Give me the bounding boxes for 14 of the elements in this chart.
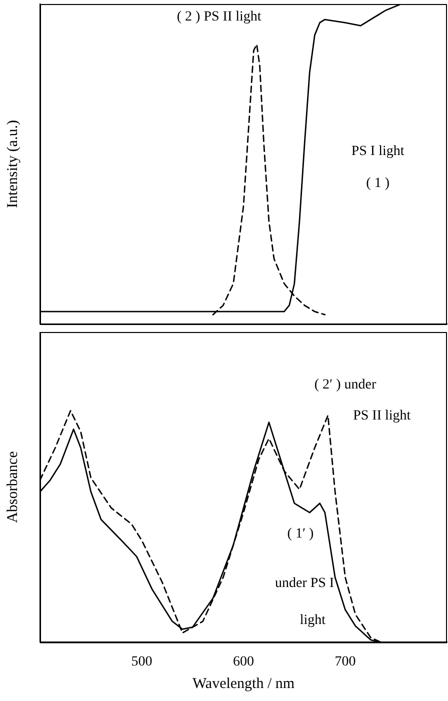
annotation: ( 2 ) PS II light [176,9,262,24]
annotation: ( 1′ ) [287,526,314,542]
y-axis-title: Intensity (a.u.) [4,120,21,208]
x-axis-title: Wavelength / nm [192,676,295,692]
y-axis-title: Absorbance [4,450,21,523]
annotation: PS I light [351,144,404,159]
annotation: under PS I [274,576,334,591]
annotation: ( 1 ) [366,176,390,191]
x-tick-label: 700 [334,654,356,670]
text: ( 2′ ) under [314,377,376,392]
x-tick-label: 600 [233,654,254,670]
annotation: light [300,613,326,628]
annotation: PS II light [353,408,411,424]
x-tick-label: 500 [131,654,152,670]
